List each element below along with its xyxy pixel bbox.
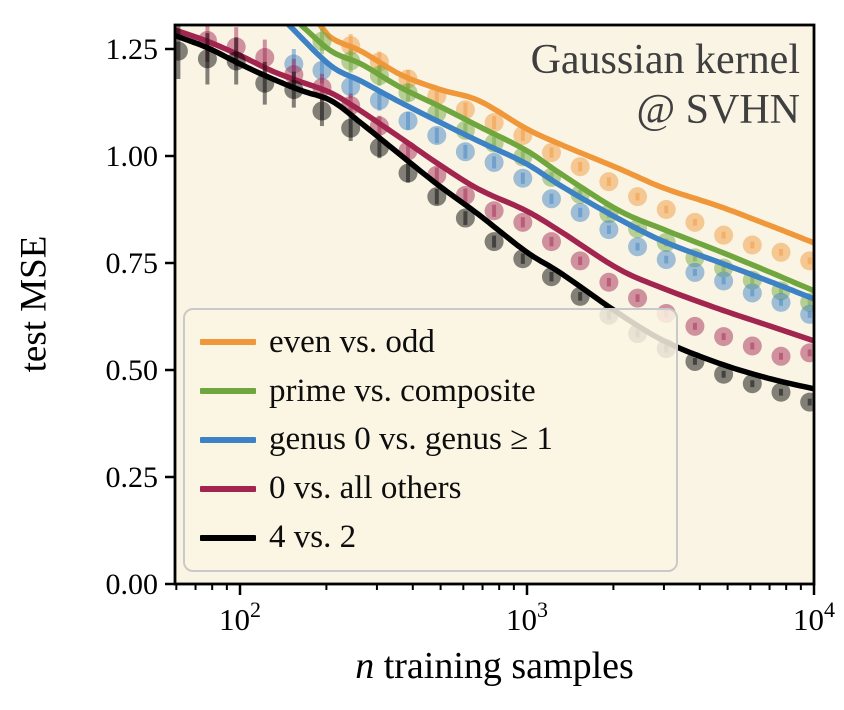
data-point: [398, 111, 418, 131]
data-point: [628, 187, 648, 207]
data-point: [513, 168, 533, 188]
legend-swatch: [200, 339, 256, 346]
legend-swatch: [200, 534, 256, 541]
plot-border: [173, 23, 816, 586]
data-point: [742, 374, 762, 394]
data-point: [570, 202, 590, 222]
ticks-layer: 0.00 0.25 0.50 0.75 1.00 1.25 102 103 104: [106, 33, 836, 637]
data-point: [742, 336, 762, 356]
data-point: [484, 201, 504, 221]
chart-title-line1: Gaussian kernel: [530, 37, 800, 83]
data-point: [427, 125, 447, 145]
data-point: [175, 41, 188, 61]
data-point: [284, 54, 304, 74]
data-point: [484, 113, 504, 133]
data-point: [714, 225, 734, 245]
series-line: [175, 32, 814, 392]
legend-label: genus 0 vs. genus ≥ 1: [269, 421, 553, 458]
data-point: [570, 251, 590, 271]
x-axis-label: n training samples: [175, 644, 814, 688]
series-layer: [175, 25, 814, 412]
x-tick-label: 103: [506, 597, 548, 637]
legend-swatch: [200, 388, 256, 395]
y-tick-label: 1.25: [106, 33, 159, 66]
y-tick-label: 0.50: [106, 354, 159, 387]
legend-label: 0 vs. all others: [269, 470, 462, 507]
series-line: [317, 25, 814, 246]
data-point: [513, 212, 533, 232]
data-point: [656, 250, 676, 270]
y-tick-label: 0.75: [106, 247, 159, 280]
data-point: [341, 77, 361, 97]
series-line: [298, 25, 814, 294]
data-point: [714, 271, 734, 291]
x-tick-label: 102: [219, 597, 261, 637]
legend-label: 4 vs. 2: [269, 519, 357, 556]
y-axis-label: test MSE: [13, 235, 55, 373]
data-point: [455, 142, 475, 162]
data-point: [800, 343, 814, 363]
data-point: [685, 316, 705, 336]
data-point: [800, 392, 814, 412]
legend-row-2: prime vs. composite: [185, 373, 676, 410]
x-tick-label: 104: [793, 597, 835, 637]
legend: even vs. odd prime vs. composite genus 0 v…: [183, 308, 678, 572]
data-point: [341, 118, 361, 138]
data-point: [656, 200, 676, 219]
legend-label: even vs. odd: [269, 323, 435, 360]
series-line: [175, 27, 814, 344]
data-point: [800, 251, 814, 271]
series-5: [175, 25, 814, 412]
series-1: [317, 25, 814, 271]
x-axis-label-variable: n: [355, 645, 375, 687]
data-point: [685, 262, 705, 282]
y-tick-label: 0.00: [106, 568, 159, 601]
data-point: [541, 189, 561, 209]
data-point: [771, 346, 791, 366]
data-point: [771, 242, 791, 262]
data-point: [742, 235, 762, 255]
data-point: [714, 327, 734, 347]
legend-row-1: even vs. odd: [185, 324, 676, 361]
data-point: [312, 101, 332, 121]
chart-title-line2: @ SVHN: [636, 86, 800, 133]
legend-swatch: [200, 436, 256, 443]
legend-label: prime vs. composite: [269, 372, 536, 409]
data-point: [628, 237, 648, 257]
data-point: [484, 232, 504, 252]
legend-swatch: [200, 485, 256, 492]
series-3: [284, 25, 814, 324]
data-point: [541, 143, 561, 163]
legend-row-4: 0 vs. all others: [185, 470, 676, 507]
y-tick-label: 0.25: [106, 461, 159, 494]
data-point: [484, 152, 504, 172]
data-point: [599, 220, 619, 240]
data-point: [771, 382, 791, 402]
y-tick-label: 1.00: [106, 140, 159, 173]
x-axis-label-rest: training samples: [374, 645, 634, 687]
legend-row-3: genus 0 vs. genus ≥ 1: [185, 421, 676, 458]
data-point: [771, 292, 791, 312]
data-point: [599, 272, 619, 292]
data-point: [742, 283, 762, 303]
data-point: [427, 187, 447, 207]
data-point: [628, 288, 648, 308]
data-point: [455, 208, 475, 228]
data-point: [714, 364, 734, 384]
data-point: [197, 49, 217, 69]
data-point: [800, 304, 814, 324]
legend-row-5: 4 vs. 2: [185, 519, 676, 556]
data-point: [541, 232, 561, 252]
data-point: [685, 212, 705, 232]
data-point: [599, 172, 619, 192]
series-line: [286, 25, 814, 302]
series-4: [175, 25, 814, 366]
data-point: [570, 157, 590, 177]
chart-title: Gaussian kernel @ SVHN: [531, 36, 800, 135]
